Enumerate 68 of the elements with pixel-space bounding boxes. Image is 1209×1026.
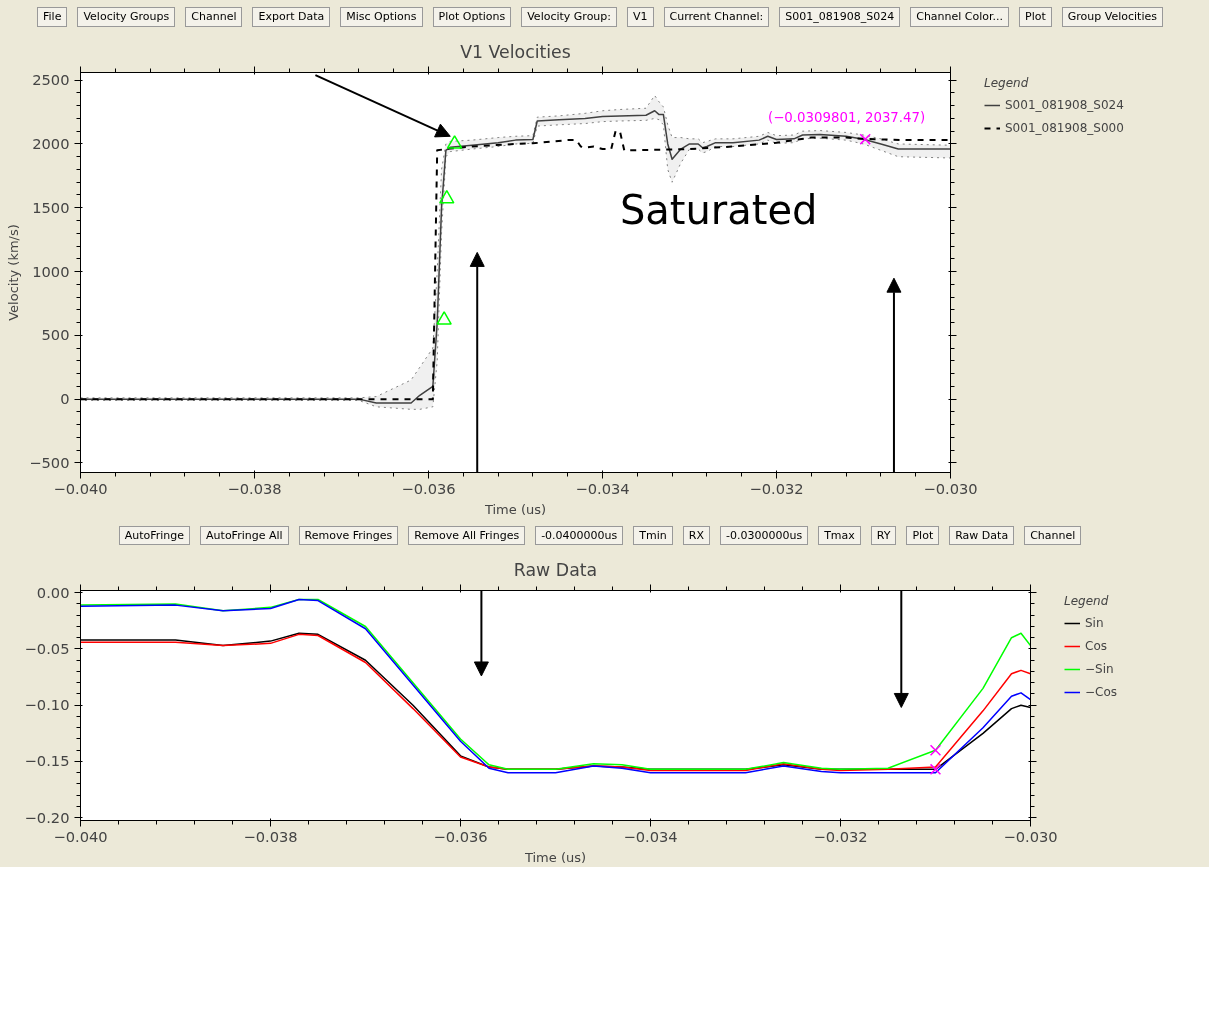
y-tick-label: −0.20	[24, 809, 70, 827]
y-tick-label: 0	[60, 389, 70, 407]
legend-label: −Cos	[1085, 685, 1118, 700]
text: Velocity Groups	[77, 7, 176, 27]
text: Group Velocities	[1061, 7, 1163, 27]
y-tick-label: −0.10	[24, 696, 70, 714]
text: Remove Fringes	[298, 525, 399, 546]
x-tick-label: −0.032	[749, 479, 804, 497]
y-axis-title: Velocity (km/s)	[6, 223, 22, 321]
y-tick-label: −0.15	[24, 752, 70, 770]
text: Velocity Group:	[521, 7, 618, 27]
legend-title: Legend	[1064, 594, 1110, 609]
text: Plot	[906, 525, 940, 546]
y-tick-label: 1000	[32, 262, 70, 280]
text: Channel	[185, 7, 243, 27]
text: Export Data	[252, 7, 331, 27]
text: RX	[682, 525, 710, 546]
annotation: (−0.0309801, 2037.47)	[768, 109, 926, 125]
y-tick-label: −500	[29, 453, 70, 471]
text: -0.0300000us	[719, 525, 809, 546]
x-tick-label: −0.036	[433, 827, 488, 845]
text: -0.0400000us	[535, 525, 624, 546]
text: Tmin	[633, 525, 673, 546]
point	[439, 189, 455, 204]
legend-title: Legend	[984, 75, 1030, 90]
text: Tmax	[818, 525, 861, 546]
text: AutoFringe	[118, 525, 191, 546]
text: Current Channel:	[663, 7, 770, 27]
annotation: Saturated	[619, 186, 818, 233]
y-tick-label: 0.00	[36, 584, 70, 602]
legend-label: Cos	[1085, 639, 1107, 654]
y-tick-label: 500	[41, 326, 70, 344]
x-tick-label: −0.040	[53, 827, 108, 845]
text: Plot	[1019, 7, 1052, 27]
x-tick-label: −0.034	[575, 479, 630, 497]
x-tick-label: −0.034	[623, 827, 678, 845]
x-tick-label: −0.036	[401, 479, 456, 497]
legend-label: S001_081908_S000	[1005, 120, 1124, 135]
chart-title: Raw Data	[513, 559, 598, 580]
x-tick-label: −0.030	[1003, 827, 1058, 845]
legend-label: Sin	[1085, 616, 1105, 631]
legend-label: S001_081908_S024	[1005, 97, 1124, 112]
text: Channel	[1024, 525, 1082, 546]
y-tick-label: −0.05	[24, 640, 70, 658]
text: Raw Data	[949, 525, 1015, 546]
text: Channel Color...	[910, 7, 1010, 27]
text: V1	[627, 7, 654, 27]
x-tick-label: −0.040	[53, 479, 108, 497]
x-axis-title: Time (us)	[523, 849, 587, 865]
text: RY	[870, 525, 897, 546]
x-tick-label: −0.030	[923, 479, 978, 497]
y-tick-label: 1500	[32, 198, 70, 216]
y-tick-label: 2000	[32, 134, 70, 152]
y-tick-label: 2500	[32, 70, 70, 88]
text: Remove All Fringes	[408, 525, 526, 546]
text: File	[37, 7, 68, 27]
text: Plot Options	[432, 7, 512, 27]
x-tick-label: −0.038	[227, 479, 282, 497]
text: S001_081908_S024	[779, 7, 901, 27]
x-axis-title: Time (us)	[483, 501, 547, 517]
x-tick-label: −0.032	[813, 827, 868, 845]
x-tick-label: −0.038	[243, 827, 298, 845]
legend-label: −Sin	[1085, 662, 1114, 677]
chart-title: V1 Velocities	[460, 41, 571, 62]
point	[436, 310, 452, 325]
point	[446, 134, 463, 149]
text: Misc Options	[340, 7, 423, 27]
text: AutoFringe All	[200, 525, 289, 546]
